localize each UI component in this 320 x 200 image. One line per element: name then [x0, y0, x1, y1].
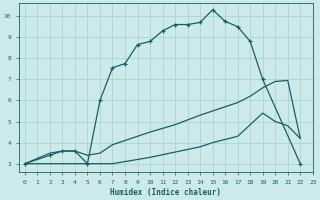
X-axis label: Humidex (Indice chaleur): Humidex (Indice chaleur): [110, 188, 221, 197]
